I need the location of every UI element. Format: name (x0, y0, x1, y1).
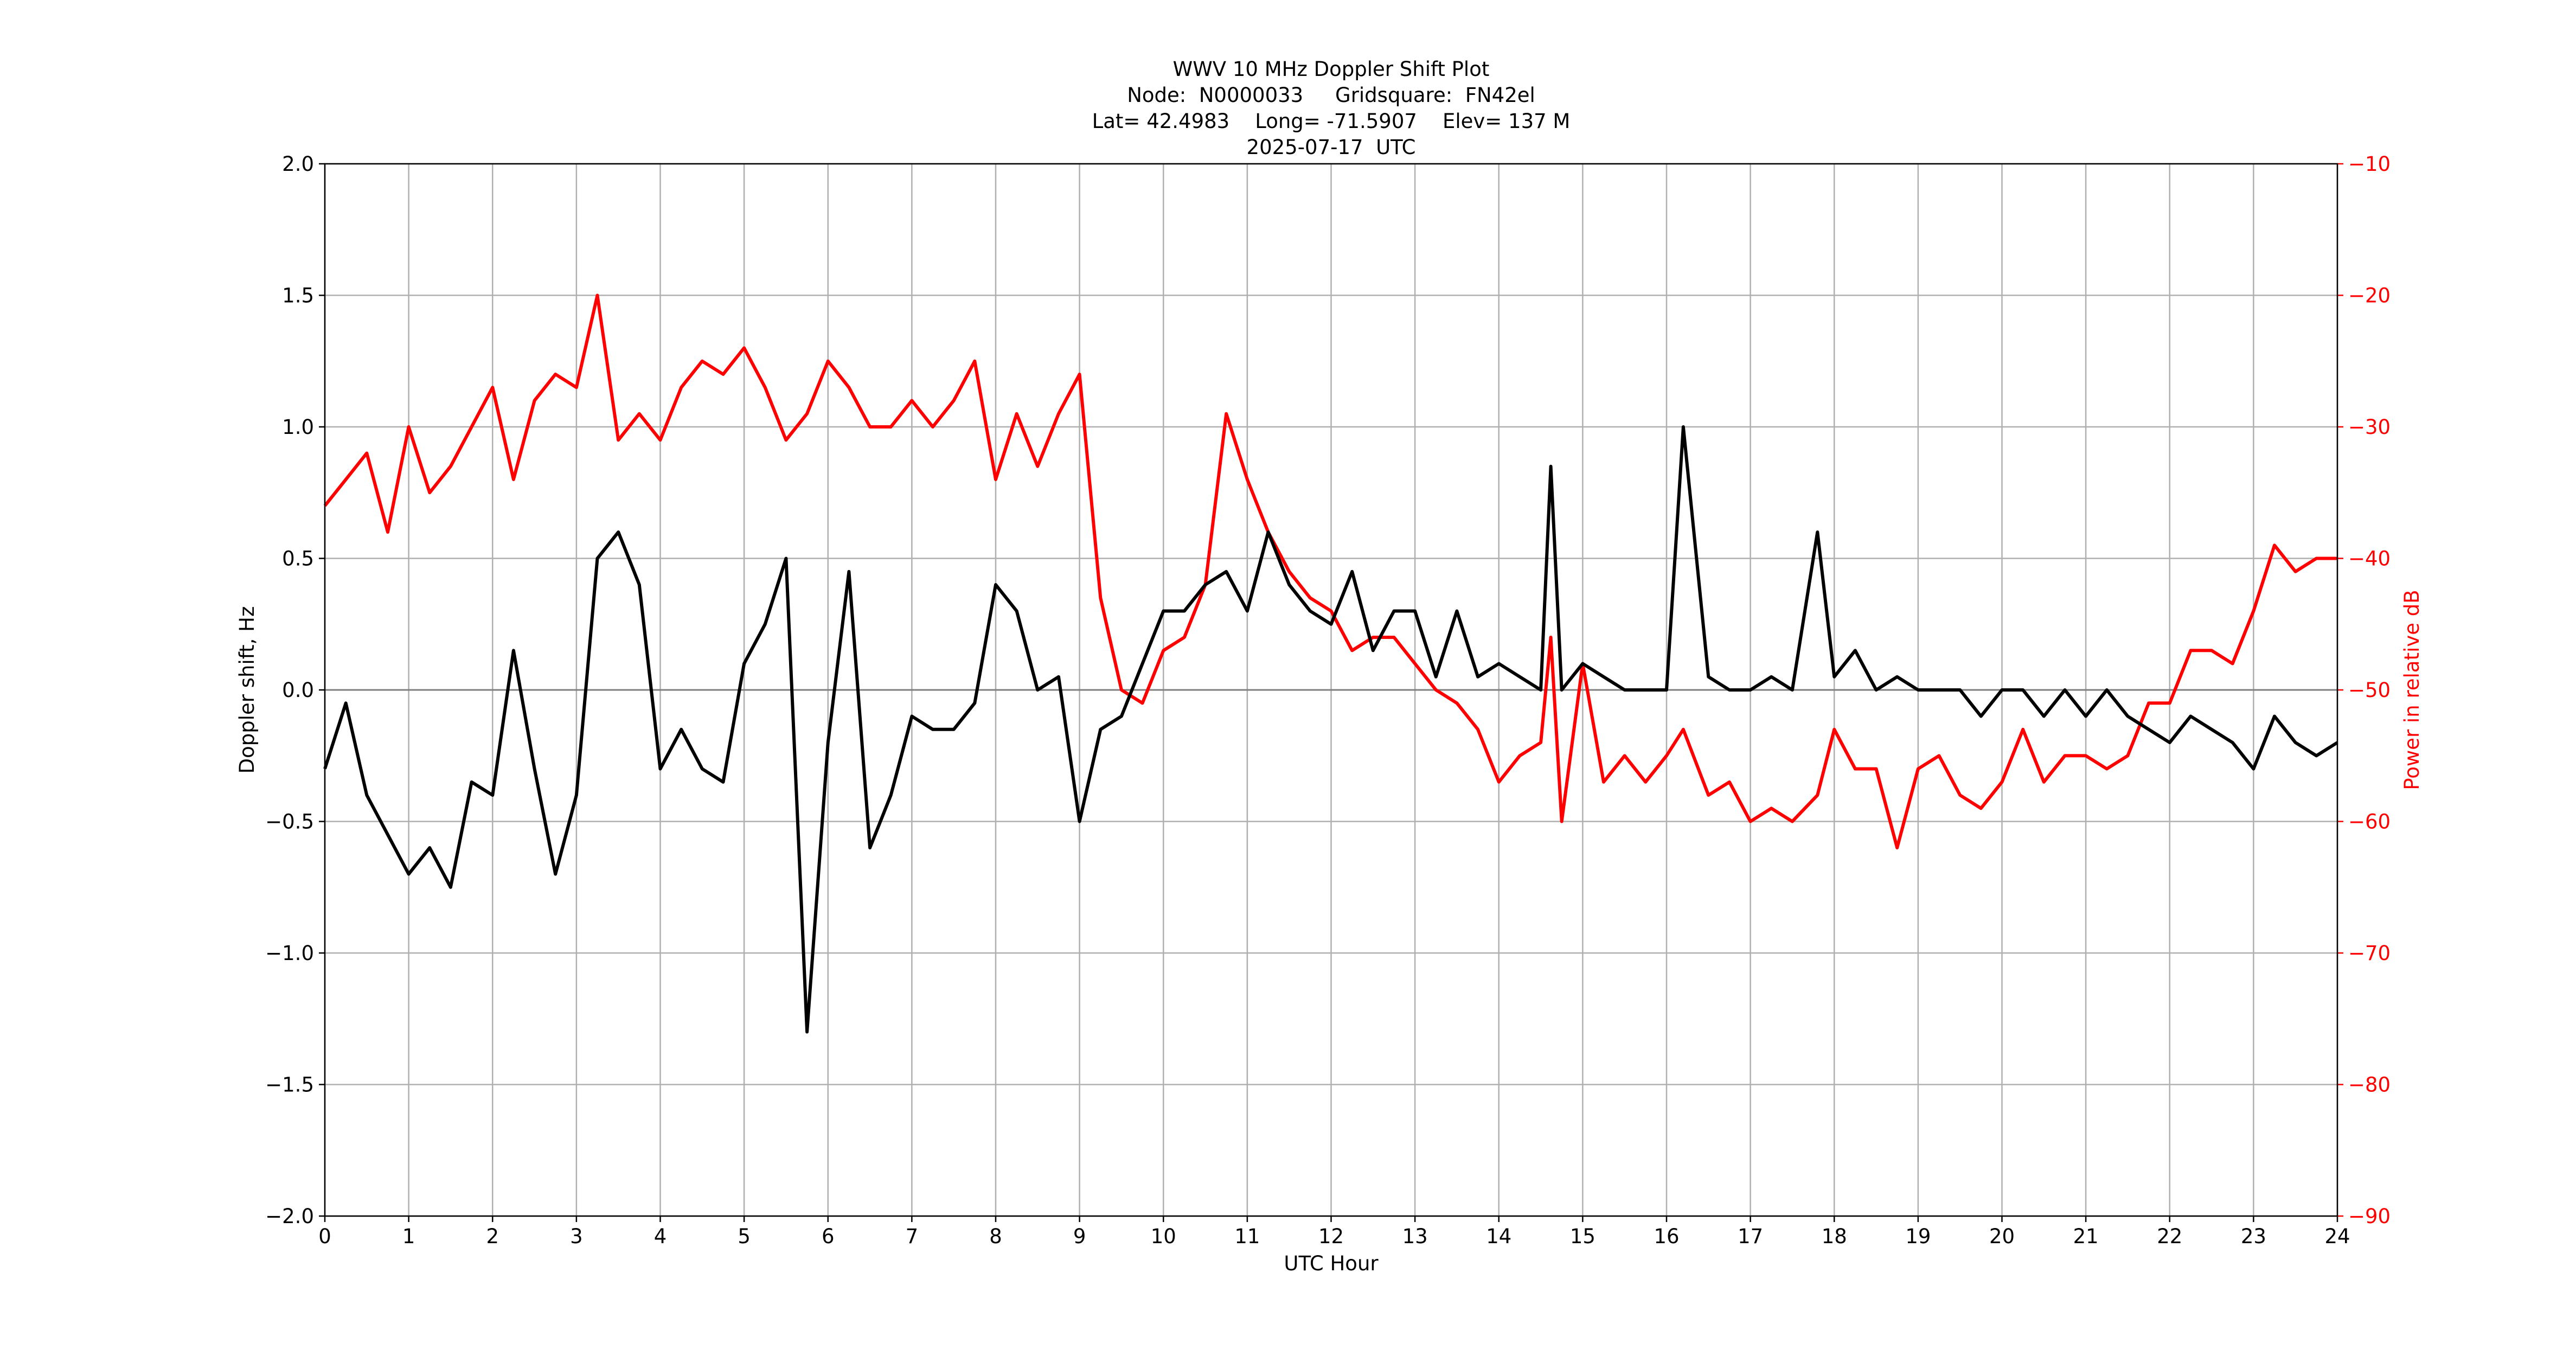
plot-frame (324, 163, 2338, 1217)
y2-tick-label: −50 (2348, 679, 2391, 702)
series-line (323, 293, 2337, 849)
y2-tick-label: −30 (2348, 415, 2391, 439)
y-tick-label: −0.5 (265, 810, 314, 834)
x-tick-label: 0 (318, 1225, 331, 1248)
x-tick-label: 10 (1151, 1225, 1176, 1248)
series-line (323, 425, 2338, 1034)
x-tick-label: 6 (822, 1225, 835, 1248)
x-tick-label: 24 (2324, 1225, 2350, 1248)
x-tick-label: 15 (1570, 1225, 1595, 1248)
x-tick-label: 9 (1073, 1225, 1086, 1248)
x-tick-label: 2 (486, 1225, 499, 1248)
chart-title: WWV 10 MHz Doppler Shift Plot (1173, 57, 1490, 81)
y2-tick-label: −70 (2348, 942, 2391, 965)
x-tick-label: 5 (738, 1225, 751, 1248)
x-tick-label: 14 (1486, 1225, 1511, 1248)
x-tick-label: 17 (1738, 1225, 1763, 1248)
x-tick-label: 16 (1654, 1225, 1679, 1248)
x-axis-label: UTC Hour (1284, 1252, 1379, 1275)
y-tick-label: −2.0 (265, 1205, 314, 1228)
x-tick-label: 18 (1822, 1225, 1847, 1248)
y-tick-label: −1.5 (265, 1073, 314, 1097)
x-tick-label: 3 (570, 1225, 583, 1248)
x-tick-label: 20 (1989, 1225, 2015, 1248)
x-tick-label: 12 (1318, 1225, 1344, 1248)
y2-tick-label: −40 (2348, 547, 2391, 571)
x-tick-label: 23 (2241, 1225, 2266, 1248)
chart-title: Lat= 42.4983 Long= -71.5907 Elev= 137 M (1092, 110, 1571, 133)
chart-title: Node: N0000033 Gridsquare: FN42el (1127, 84, 1535, 107)
y2-tick-label: −20 (2348, 284, 2391, 308)
y2-tick-label: −80 (2348, 1073, 2391, 1097)
x-tick-label: 8 (989, 1225, 1002, 1248)
y2-tick-label: −10 (2348, 152, 2391, 176)
y2-tick-label: −60 (2348, 810, 2391, 834)
y-tick-label: 0.5 (282, 547, 314, 571)
x-tick-label: 4 (654, 1225, 667, 1248)
y-tick-label: 1.5 (282, 284, 314, 308)
x-tick-label: 1 (402, 1225, 415, 1248)
y2-axis-label: Power in relative dB (2400, 590, 2424, 790)
y2-tick-label: −90 (2348, 1205, 2391, 1228)
x-tick-label: 7 (906, 1225, 919, 1248)
x-tick-label: 21 (2073, 1225, 2099, 1248)
y-tick-label: 2.0 (282, 152, 314, 176)
y-tick-label: −1.0 (265, 942, 314, 965)
x-tick-label: 11 (1234, 1225, 1260, 1248)
y-tick-label: 0.0 (282, 679, 314, 702)
x-tick-label: 22 (2157, 1225, 2182, 1248)
y-axis-label: Doppler shift, Hz (235, 606, 259, 774)
y-tick-label: 1.0 (282, 415, 314, 439)
chart-title: 2025-07-17 UTC (1247, 136, 1416, 159)
x-tick-label: 13 (1402, 1225, 1428, 1248)
x-tick-label: 19 (1905, 1225, 1931, 1248)
